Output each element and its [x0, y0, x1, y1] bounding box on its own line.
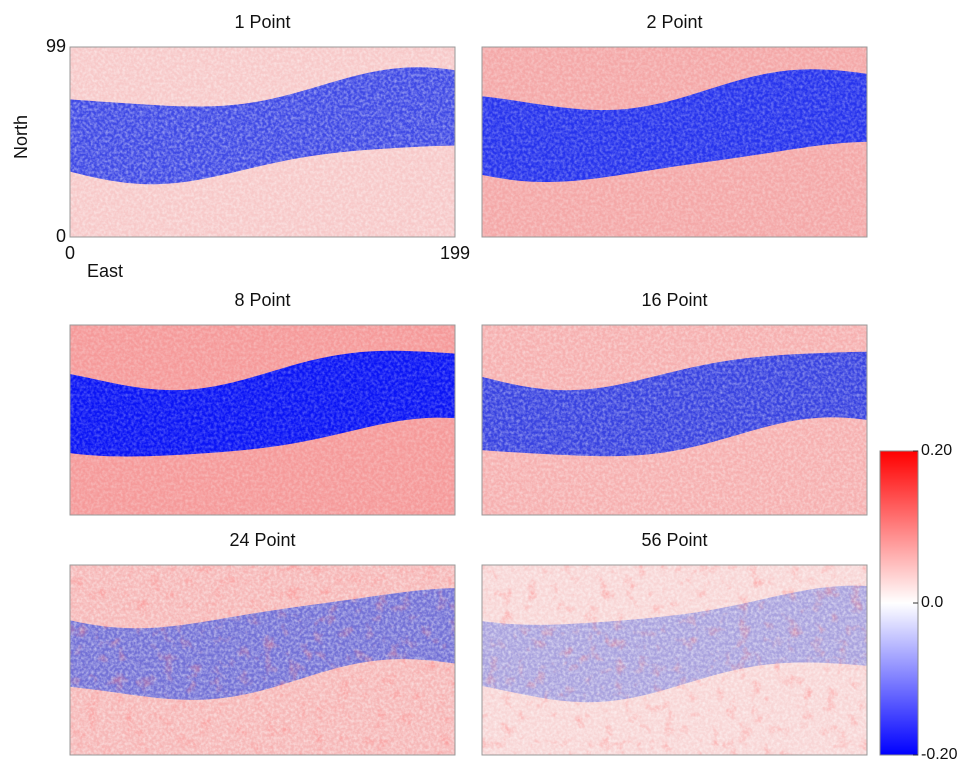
panel: 16 Point	[481, 290, 868, 516]
panel-title: 2 Point	[646, 12, 702, 32]
panel-frame	[481, 46, 868, 238]
x-tick-label: 199	[440, 243, 470, 263]
panel-title: 24 Point	[229, 530, 295, 550]
colorbar	[879, 450, 919, 756]
x-axis-label: East	[87, 261, 123, 281]
heatmap-noise	[70, 47, 455, 237]
heatmap-noise	[70, 325, 455, 515]
y-tick-label: 99	[46, 36, 66, 56]
panel-frame	[69, 46, 456, 238]
panel-frame	[69, 324, 456, 516]
panel-title: 8 Point	[234, 290, 290, 310]
heatmap-noise	[482, 325, 867, 515]
colorbar-tick-label: 0.20	[921, 442, 952, 459]
panel: 2 Point	[481, 12, 868, 238]
heatmap-noise	[482, 47, 867, 237]
panel-title: 56 Point	[641, 530, 707, 550]
panel: 24 Point	[69, 530, 456, 756]
x-tick-label: 0	[65, 243, 75, 263]
heatmap-noise	[70, 565, 455, 755]
y-axis-label: North	[11, 115, 31, 159]
panel-frame	[481, 564, 868, 756]
panel-frame	[481, 324, 868, 516]
panel-title: 1 Point	[234, 12, 290, 32]
y-tick-label: 0	[56, 226, 66, 246]
colorbar-tick-label: 0.0	[921, 594, 943, 611]
panel: 56 Point	[481, 530, 868, 756]
panel-frame	[69, 564, 456, 756]
panel: 1 Point	[69, 12, 456, 238]
panel-title: 16 Point	[641, 290, 707, 310]
heatmap-noise	[482, 565, 867, 755]
colorbar-tick-label: -0.20	[921, 746, 958, 762]
panel: 8 Point	[69, 290, 456, 516]
